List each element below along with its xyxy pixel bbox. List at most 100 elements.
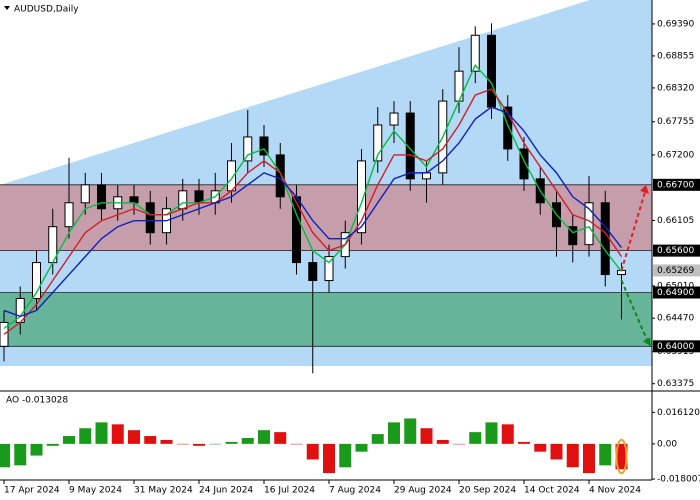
y-tick-label: 0.66105	[657, 216, 694, 226]
ao-bar	[46, 443, 59, 446]
moving-average	[3, 88, 623, 335]
candle-body	[243, 136, 253, 162]
ao-bar	[550, 443, 563, 460]
candle-body	[178, 190, 188, 210]
ao-bar	[160, 439, 173, 444]
ao-bar	[388, 422, 400, 444]
candle-body	[405, 112, 415, 180]
x-tick-label: 17 Apr 2024	[4, 486, 60, 496]
ao-bar	[371, 434, 384, 444]
candle-body	[389, 112, 399, 126]
candle-body	[470, 34, 480, 72]
arrow-down-head	[643, 337, 651, 347]
y-tick-label: 0.67200	[657, 150, 694, 160]
candle-body	[324, 256, 334, 282]
level-label-box	[653, 244, 700, 257]
level-label-box	[653, 340, 700, 353]
ao-bar	[306, 443, 319, 460]
y-tick-label: 0.68855	[657, 51, 694, 61]
ao-bar	[534, 443, 547, 452]
zone	[0, 292, 652, 347]
x-tick-label: 4 Nov 2024	[589, 486, 641, 496]
ao-bar	[209, 443, 222, 445]
y-tick-label: 0.67755	[657, 117, 694, 127]
ao-bar	[566, 443, 579, 468]
current-price-box	[653, 264, 700, 277]
ao-bar	[0, 443, 10, 468]
ao-bar	[453, 443, 465, 445]
candle-body	[129, 196, 139, 204]
ao-bar	[469, 432, 482, 444]
candle-body	[97, 184, 106, 210]
candle-body	[519, 148, 529, 180]
y-tick-label: 0.64470	[657, 314, 694, 324]
candle-body	[80, 184, 90, 204]
ao-bar	[241, 438, 254, 444]
menu-icon[interactable]	[4, 6, 10, 10]
ao-bar	[436, 439, 449, 444]
ao-bar	[14, 443, 27, 466]
ao-bar	[30, 443, 43, 456]
ao-bar	[583, 443, 595, 474]
x-tick-label: 24 Jun 2024	[199, 486, 253, 496]
y-tick-label: 0.69390	[657, 19, 694, 29]
candle-body	[194, 190, 204, 204]
arrow-up-head	[640, 184, 649, 194]
moving-average	[3, 106, 623, 318]
ao-bar	[339, 443, 352, 468]
candle-body	[487, 34, 496, 108]
ao-bar	[79, 428, 92, 444]
candle-body	[308, 262, 318, 282]
chart-title: AUDUSD,Daily	[14, 5, 79, 15]
x-tick-label: 7 Aug 2024	[329, 486, 381, 496]
indicator-title: AO -0.013028	[6, 396, 68, 406]
x-tick-label: 9 May 2024	[69, 486, 122, 496]
candle-body	[64, 202, 74, 228]
highlight	[615, 438, 628, 475]
arrow-down	[620, 280, 649, 343]
x-tick-label: 20 Sep 2024	[459, 486, 516, 496]
candle-body	[600, 202, 610, 276]
x-tick-label: 31 May 2024	[134, 486, 193, 496]
ao-bar	[176, 443, 189, 445]
moving-average	[3, 63, 623, 329]
ao-bar	[144, 436, 157, 444]
ao-bar	[225, 441, 238, 444]
candle-body	[422, 172, 431, 180]
y-tick-label: 0.63375	[657, 379, 694, 389]
arrow-up	[620, 188, 647, 271]
level-label-box	[653, 178, 700, 191]
y-tick-label: -0.018007	[657, 475, 700, 485]
level-label: 0.64900	[657, 288, 694, 298]
x-tick-label: 16 Jul 2024	[264, 486, 315, 496]
ao-bar	[420, 428, 433, 444]
candle-body	[373, 124, 383, 162]
ao-bar	[355, 443, 368, 452]
ao-bar	[128, 430, 140, 444]
candle-body	[357, 160, 366, 234]
ao-bar	[95, 422, 108, 444]
y-tick-label: 0.65010	[657, 281, 694, 291]
x-tick-label: 29 Aug 2024	[394, 486, 452, 496]
ao-bar	[404, 418, 417, 444]
ao-bar	[501, 424, 514, 444]
ao-bar	[290, 443, 303, 445]
candle-body	[454, 70, 464, 102]
ao-bar	[323, 443, 335, 474]
ao-bar	[485, 422, 498, 444]
y-tick-label: 0.016120	[657, 408, 700, 418]
x-tick-label: 14 Oct 2024	[524, 486, 580, 496]
candle-body	[259, 136, 269, 156]
ao-bar	[193, 443, 205, 446]
candle-body	[503, 106, 513, 150]
y-tick-label: 0.00	[657, 439, 677, 449]
y-tick-label: 0.68320	[657, 83, 694, 93]
candle-body	[275, 154, 285, 198]
ao-bar	[111, 424, 124, 444]
ao-bar	[274, 432, 287, 444]
ao-bar	[615, 443, 628, 470]
ao-bar	[63, 436, 75, 444]
level-label-box	[653, 286, 700, 299]
current-price-label: 0.65269	[657, 266, 694, 276]
